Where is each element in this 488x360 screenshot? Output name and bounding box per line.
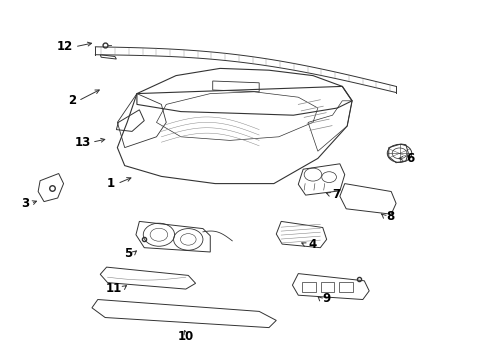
Text: 7: 7 bbox=[332, 188, 340, 201]
Text: 2: 2 bbox=[67, 94, 76, 107]
Text: 3: 3 bbox=[21, 197, 29, 210]
Text: 12: 12 bbox=[57, 40, 73, 53]
Text: 6: 6 bbox=[405, 152, 413, 165]
Text: 1: 1 bbox=[106, 177, 115, 190]
Text: 8: 8 bbox=[386, 210, 394, 222]
Text: 10: 10 bbox=[177, 330, 194, 343]
Text: 4: 4 bbox=[307, 238, 316, 251]
Text: 11: 11 bbox=[106, 282, 122, 294]
Text: 9: 9 bbox=[322, 292, 330, 305]
Text: 13: 13 bbox=[74, 136, 90, 149]
Text: 5: 5 bbox=[123, 247, 132, 260]
